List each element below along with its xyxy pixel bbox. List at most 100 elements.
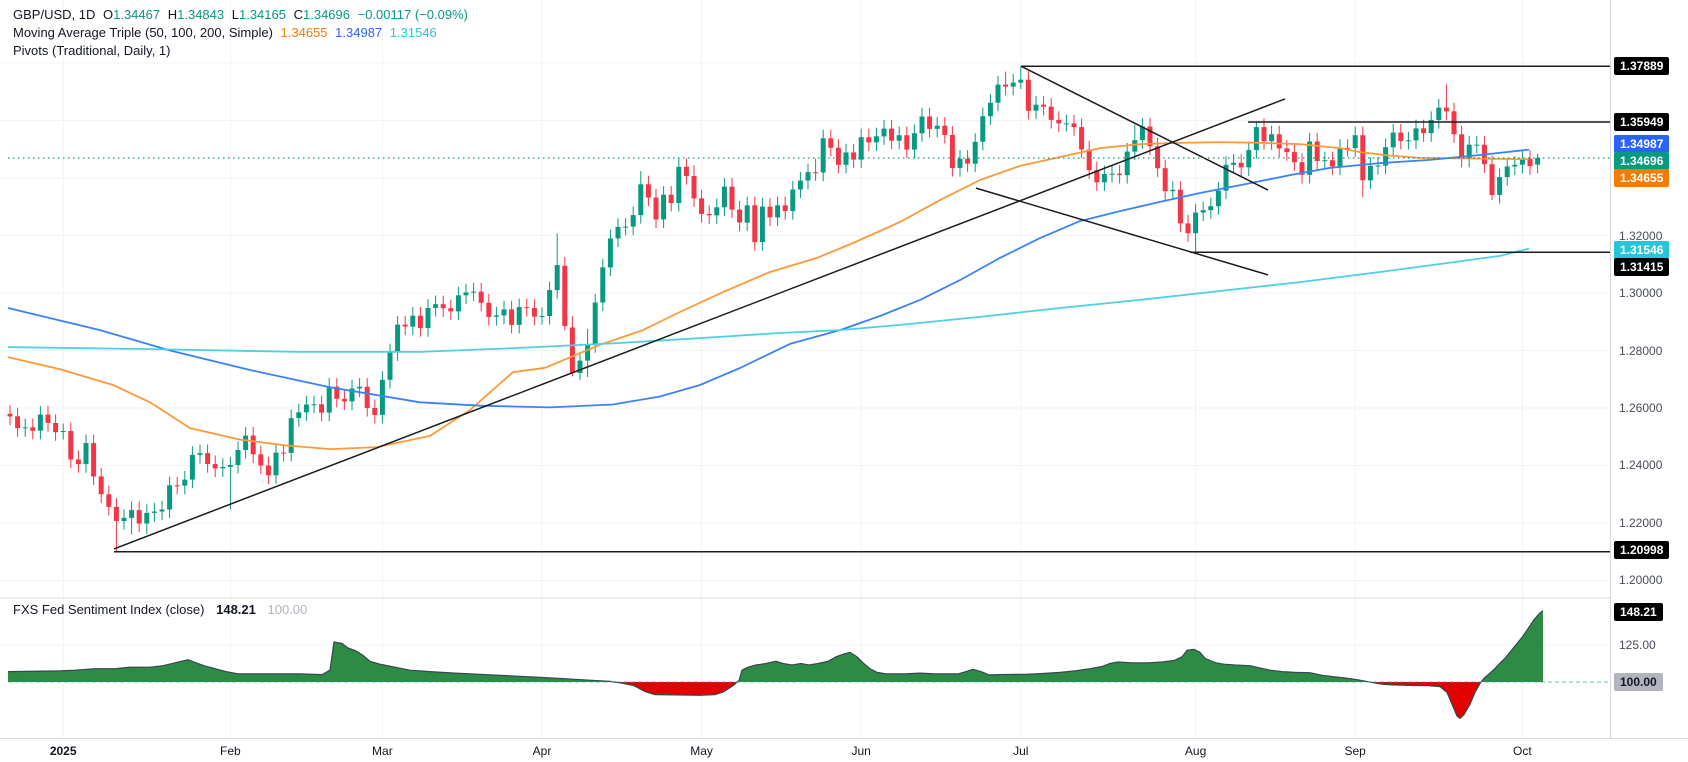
candle-body <box>1352 135 1358 149</box>
candle-body <box>592 302 598 345</box>
ma-legend-row[interactable]: Moving Average Triple (50, 100, 200, Sim… <box>13 24 472 42</box>
candle-body <box>372 408 378 415</box>
candle-body <box>1497 177 1503 195</box>
candle-body <box>463 292 469 296</box>
sentiment-legend-row[interactable]: FXS Fed Sentiment Index (close) 148.21 1… <box>13 602 307 617</box>
candle-body <box>653 197 659 220</box>
candle-body <box>425 308 431 329</box>
candle-body <box>911 133 917 150</box>
sentiment-baseline-value: 100.00 <box>267 602 308 617</box>
candle-body <box>813 172 819 174</box>
candle-body <box>53 423 59 433</box>
candle-body <box>1185 223 1191 234</box>
candle-body <box>919 116 925 134</box>
candle-body <box>113 506 119 521</box>
candle-body <box>835 147 841 165</box>
candle-body <box>136 510 142 524</box>
candle-body <box>91 443 97 477</box>
candle-body <box>1261 127 1267 142</box>
candle-body <box>828 138 834 148</box>
candle-body <box>1375 165 1381 167</box>
candle-body <box>1132 140 1138 152</box>
candle-body <box>98 476 104 495</box>
trendline[interactable] <box>975 187 1269 276</box>
time-axis[interactable]: 2025 Feb Mar Apr May Jun Jul Aug Sep Oct <box>0 738 1688 762</box>
trendline[interactable] <box>113 98 1286 550</box>
candle-body <box>1345 147 1351 149</box>
trend-lines[interactable] <box>113 65 1610 553</box>
candle-body <box>607 238 613 268</box>
low-label: L <box>231 7 239 22</box>
candle-body <box>174 485 180 487</box>
price-badge: 1.31546 <box>1614 241 1670 259</box>
candle-body <box>1063 123 1069 125</box>
candle-body <box>775 205 781 218</box>
sentiment-value: 148.21 <box>216 602 256 617</box>
pivots-indicator-title: Pivots (Traditional, Daily, 1) <box>13 43 171 58</box>
candle-body <box>1147 126 1153 147</box>
candle-body <box>326 386 332 413</box>
candle-body <box>721 186 727 208</box>
candle-body <box>455 295 461 312</box>
candle-body <box>1155 146 1161 169</box>
candle-body <box>1367 165 1373 181</box>
candle-body <box>235 450 241 465</box>
candle-body <box>1109 173 1115 175</box>
price-badge: 1.31415 <box>1614 258 1670 276</box>
candle-body <box>319 404 325 413</box>
candle-body <box>797 180 803 190</box>
candle-body <box>615 226 621 239</box>
candle-body <box>1238 162 1244 168</box>
candle-body <box>638 184 644 216</box>
candle-body <box>706 213 712 216</box>
price-badge: 1.34987 <box>1614 135 1670 153</box>
candle-body <box>341 398 347 402</box>
candle-body <box>417 315 423 329</box>
candle-body <box>1489 164 1495 195</box>
time-label-month: Feb <box>220 744 241 758</box>
price-tick-label: 1.22000 <box>1619 516 1663 530</box>
candle-body <box>1003 84 1009 87</box>
candle-body <box>1299 162 1305 175</box>
candle-body <box>927 116 933 129</box>
candle-body <box>501 309 507 316</box>
sentiment-tick-label: 125.00 <box>1619 638 1656 652</box>
price-tick-label: 1.30000 <box>1619 286 1663 300</box>
candle-body <box>243 435 249 450</box>
candle-body <box>547 290 553 316</box>
candle-body <box>1466 144 1472 159</box>
candle-body <box>645 184 651 198</box>
time-label-month: May <box>690 744 713 758</box>
candle-body <box>1276 134 1282 149</box>
candle-body <box>379 379 385 415</box>
time-label-month: Mar <box>372 744 393 758</box>
ma200-value: 1.31546 <box>389 25 437 40</box>
candle-body <box>1405 140 1411 142</box>
price-badge: 1.34655 <box>1614 169 1670 187</box>
low-value: 1.34165 <box>238 7 286 22</box>
symbol-legend-row[interactable]: GBP/USD, 1D O1.34467 H1.34843 L1.34165 C… <box>13 6 472 24</box>
candle-body <box>159 509 165 512</box>
candle-body <box>630 215 636 227</box>
price-tick-label: 1.28000 <box>1619 344 1663 358</box>
time-label-month: Apr <box>532 744 552 758</box>
candle-body <box>334 386 340 399</box>
candle-body <box>22 427 28 429</box>
candle-body <box>68 431 74 460</box>
candle-body <box>577 360 583 373</box>
candle-body <box>220 466 226 469</box>
trendline[interactable] <box>1020 65 1269 191</box>
candle-body <box>1428 119 1434 134</box>
candle-body <box>889 128 895 141</box>
price-axis[interactable]: 1.32000 1.30000 1.28000 1.26000 1.24000 1.220… <box>1610 0 1688 738</box>
candle-body <box>288 418 294 453</box>
candle-body <box>1079 127 1085 150</box>
pivots-legend-row[interactable]: Pivots (Traditional, Daily, 1) <box>13 42 472 60</box>
candle-body <box>805 172 811 181</box>
candle-body <box>144 512 150 524</box>
candle-body <box>493 315 499 317</box>
candle-body <box>402 324 408 327</box>
candle-body <box>75 459 81 465</box>
